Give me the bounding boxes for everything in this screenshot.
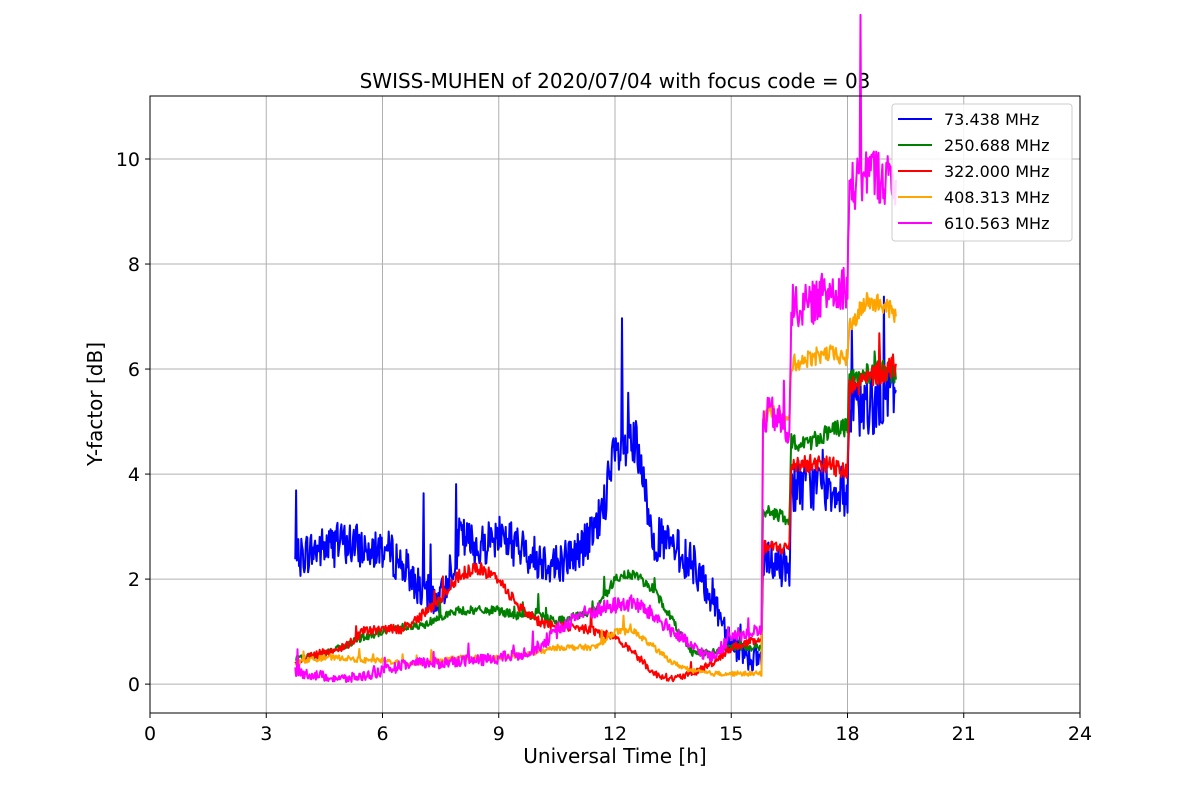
legend-label: 610.563 MHz [944,214,1049,233]
x-tick-label: 18 [835,723,859,745]
y-tick-label: 10 [116,149,140,171]
grid [149,96,1081,713]
x-axis-ticks: 0 3 6 9 12 15 18 21 24 [144,713,1092,745]
legend-label: 250.688 MHz [944,136,1049,155]
series-line-4 [294,13,897,683]
legend-label: 73.438 MHz [944,110,1039,129]
series-line-3 [294,292,897,677]
legend-label: 322.000 MHz [944,162,1049,181]
x-axis-label: Universal Time [h] [523,744,706,768]
x-tick-label: 0 [144,723,156,745]
y-tick-label: 2 [128,569,140,591]
x-tick-label: 12 [603,723,627,745]
series-layer [294,13,897,683]
x-tick-label: 21 [952,723,976,745]
x-tick-label: 3 [260,723,272,745]
x-tick-label: 15 [719,723,743,745]
legend-label: 408.313 MHz [944,188,1049,207]
y-axis-ticks: 0 2 4 6 8 10 [116,149,150,696]
y-tick-label: 0 [128,674,140,696]
y-tick-label: 8 [128,254,140,276]
series-line-0 [294,295,897,672]
chart-title: SWISS-MUHEN of 2020/07/04 with focus cod… [360,69,871,93]
legend: 73.438 MHz 250.688 MHz 322.000 MHz 408.313 … [891,103,1073,242]
y-axis-label: Y-factor [dB] [83,342,107,467]
x-tick-label: 9 [493,723,505,745]
x-tick-label: 24 [1068,723,1092,745]
series-line-2 [294,332,897,683]
y-tick-label: 6 [128,359,140,381]
legend-box [891,103,1073,242]
y-tick-label: 4 [128,464,140,486]
x-tick-label: 6 [376,723,388,745]
